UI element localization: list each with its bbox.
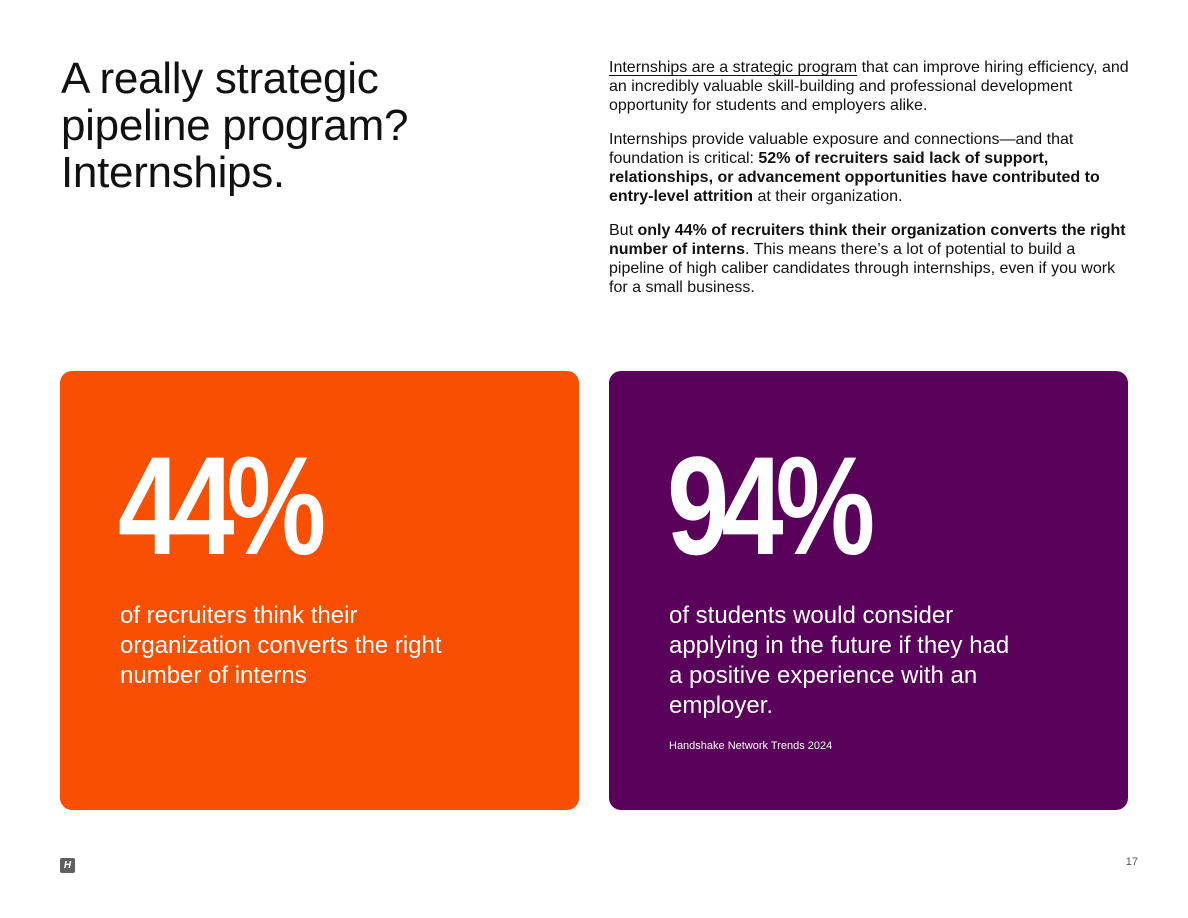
page-title-line-1: A really strategic: [61, 54, 379, 103]
recruiters-stat-value: 44%: [118, 427, 326, 584]
handshake-logo-icon: H: [60, 858, 75, 873]
paragraph-1-text: that can improve hiring efficiency, and …: [609, 59, 1129, 114]
recruiters-stat-card: 44% of recruiters think their organizati…: [60, 371, 579, 810]
stat-source: Handshake Network Trends 2024: [669, 740, 833, 752]
students-stat-card: 94% of students would consider applying …: [609, 371, 1128, 810]
paragraph-3-start: But: [609, 222, 638, 239]
paragraph-1: Internships are a strategic program that…: [609, 58, 1129, 115]
page-number: 17: [1125, 856, 1138, 868]
intro-text: Internships are a strategic program that…: [609, 58, 1129, 312]
strategic-program-link[interactable]: Internships are a strategic program: [609, 59, 858, 76]
page-title: A really strategic pipeline program? Int…: [61, 55, 501, 196]
recruiters-stat-description: of recruiters think their organization c…: [120, 602, 442, 689]
page-title-line-3: Internships.: [61, 148, 285, 197]
paragraph-2-end: at their organization.: [753, 188, 903, 205]
paragraph-3: But only 44% of recruiters think their o…: [609, 221, 1129, 297]
page-title-line-2: pipeline program?: [61, 101, 409, 150]
students-stat-value: 94%: [667, 427, 875, 584]
paragraph-2-bold: 52% of recruiters said lack of support, …: [609, 150, 1100, 205]
paragraph-2: Internships provide valuable exposure an…: [609, 130, 1129, 206]
paragraph-3-bold: only 44% of recruiters think their organ…: [609, 222, 1126, 258]
students-stat-description: of students would consider applying in t…: [669, 602, 1010, 719]
paragraph-3-end: . This means there’s a lot of potential …: [609, 241, 1116, 296]
paragraph-2-start: Internships provide valuable exposure an…: [609, 131, 1074, 167]
